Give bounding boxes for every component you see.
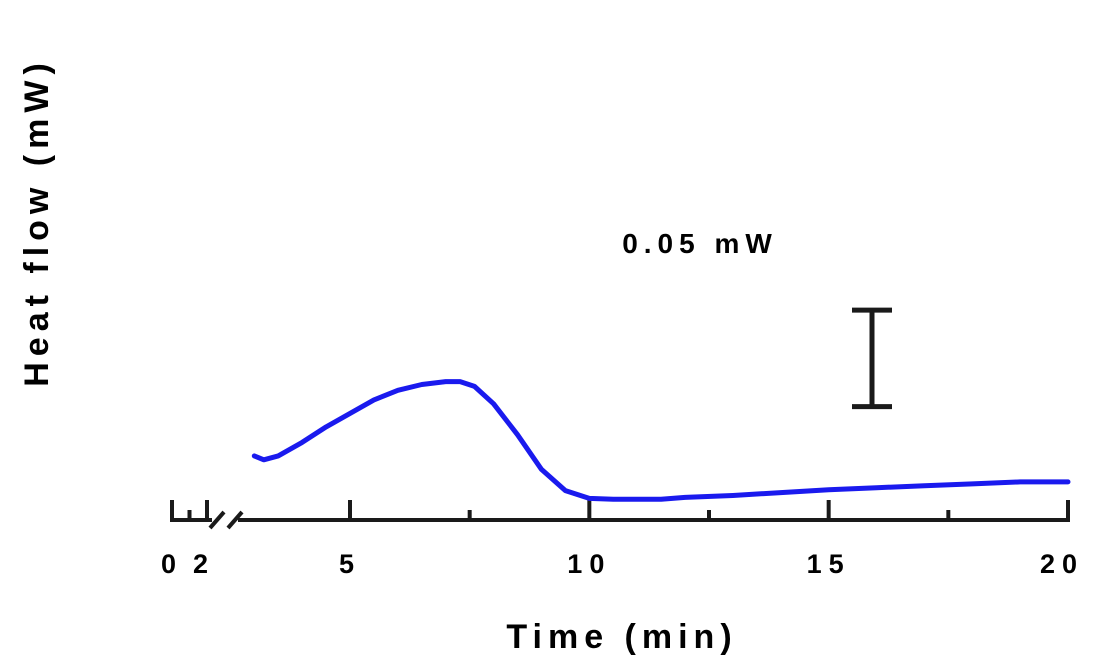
y-axis-title: Heat flow (mW): [18, 57, 56, 387]
x-tick-label: 20: [1040, 549, 1084, 579]
scale-bar-label: 0.05 mW: [622, 228, 778, 259]
x-axis: 0 2 5 10 15 20: [161, 500, 1084, 579]
axis-break-mark: [226, 510, 244, 530]
x-tick-label: 15: [807, 549, 851, 579]
series-layer: [251, 379, 1071, 502]
axis-break-mark: [208, 510, 226, 530]
x-axis-title: Time (min): [506, 618, 737, 656]
x-tick-label: 2: [193, 549, 215, 579]
x-tick-label: 10: [567, 549, 611, 579]
scale-bar: 0.05 mW: [622, 228, 892, 410]
series-line: [251, 379, 1071, 502]
x-tick-label: 0: [161, 549, 183, 579]
x-tick-label: 5: [339, 549, 361, 579]
